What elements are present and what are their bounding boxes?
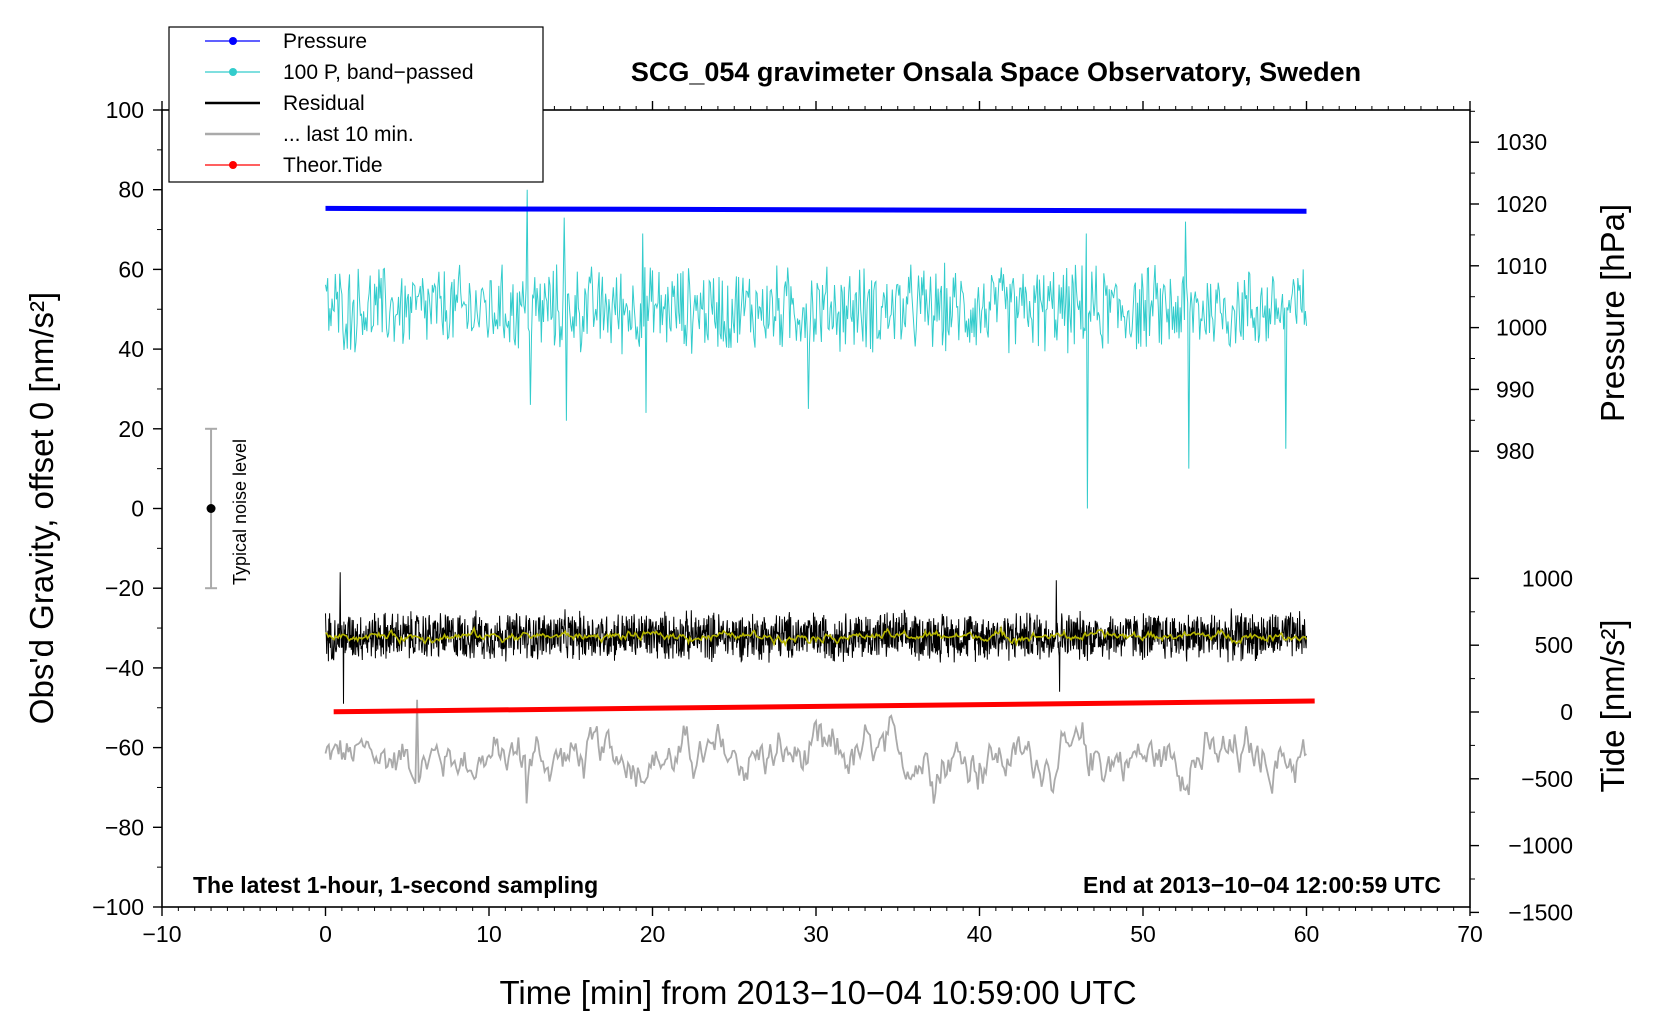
x-tick-label: 70 [1457,921,1483,947]
legend-box [168,26,544,183]
y-tick-label-pressure: 1010 [1496,253,1547,279]
y-tick-label-pressure: 1020 [1496,191,1547,217]
legend-label-0: Pressure [283,30,367,53]
y-axis-title-left: Obs'd Gravity, offset 0 [nm/s²] [23,292,60,724]
chart-title: SCG_054 gravimeter Onsala Space Observat… [631,57,1361,87]
annotation-end-time: End at 2013−10−04 12:00:59 UTC [1083,872,1441,898]
y-tick-label-tide: 0 [1560,699,1573,725]
series-residual-smoothed [325,625,1308,648]
y-tick-label-left: 60 [118,256,144,282]
series-last-10-min [324,699,1307,804]
y-tick-label-left: −60 [105,735,144,761]
y-tick-label-left: 20 [118,416,144,442]
x-tick-label: 20 [640,921,666,947]
y-tick-label-left: −20 [105,575,144,601]
series-pressure [325,205,1307,214]
legend-label-4: Theor.Tide [283,154,383,177]
series-pressure-bandpassed [325,189,1307,509]
y-tick-label-left: −40 [105,655,144,681]
y-axis-title-pressure: Pressure [hPa] [1594,204,1631,422]
legend-label-3: ... last 10 min. [283,123,414,146]
y-tick-label-left: −100 [92,894,144,920]
y-axis-title-tide: Tide [nm/s²] [1594,620,1631,793]
y-tick-label-tide: −500 [1521,766,1573,792]
legend-marker-4 [229,161,237,169]
y-tick-label-tide: −1000 [1508,833,1573,859]
series-theor-tide [333,698,1315,715]
x-tick-label: 10 [476,921,502,947]
noise-level-label: Typical noise level [230,439,250,585]
y-tick-label-pressure: 1000 [1496,315,1547,341]
legend-marker-1 [229,68,237,76]
y-tick-label-pressure: 1030 [1496,129,1547,155]
ticks-layer: −10 0 10 20 30 40 50 60 70100806040200−20−40−60−… [92,97,1573,947]
legend-marker-0 [229,37,237,45]
x-tick-label: 60 [1294,921,1320,947]
x-axis-title: Time [min] from 2013−10−04 10:59:00 UTC [499,974,1136,1011]
x-tick-label: −10 [142,921,181,947]
noise-level-indicator: Typical noise level [205,427,250,590]
y-tick-label-left: 40 [118,336,144,362]
annotation-sampling: The latest 1-hour, 1-second sampling [193,872,598,898]
y-tick-label-left: 0 [131,496,144,522]
y-tick-label-tide: 500 [1535,632,1573,658]
legend-items: Pressure 100 P, band−passed Residual ... la… [205,30,474,177]
x-tick-label: 50 [1130,921,1156,947]
legend-label-2: Residual [283,92,365,115]
legend: Pressure 100 P, band−passed Residual ... la… [168,26,544,183]
x-tick-label: 40 [967,921,993,947]
y-tick-label-pressure: 990 [1496,376,1534,402]
noise-bar-center-dot [206,504,216,513]
series-layer [324,189,1315,804]
legend-label-1: 100 P, band−passed [283,61,474,84]
y-tick-label-tide: −1500 [1508,899,1573,925]
x-tick-label: 0 [319,921,332,947]
y-tick-label-left: −80 [105,814,144,840]
y-tick-label-left: 100 [106,97,144,123]
y-tick-label-pressure: 980 [1496,438,1534,464]
y-tick-label-left: 80 [118,177,144,203]
x-tick-label: 30 [803,921,829,947]
y-tick-label-tide: 1000 [1522,565,1573,591]
